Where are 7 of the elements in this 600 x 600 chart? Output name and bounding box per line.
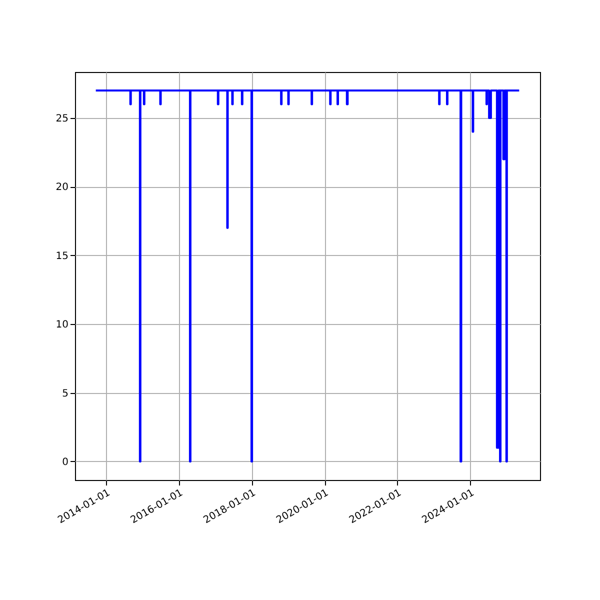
y-tick-label: 25 [56,114,68,125]
y-tick-label: 10 [56,320,68,331]
y-tick-label: 20 [56,182,68,194]
y-tick-label: 5 [62,388,68,400]
line-series [94,90,520,462]
y-tick-label: 15 [56,250,68,262]
y-tick-label: 0 [62,456,68,468]
